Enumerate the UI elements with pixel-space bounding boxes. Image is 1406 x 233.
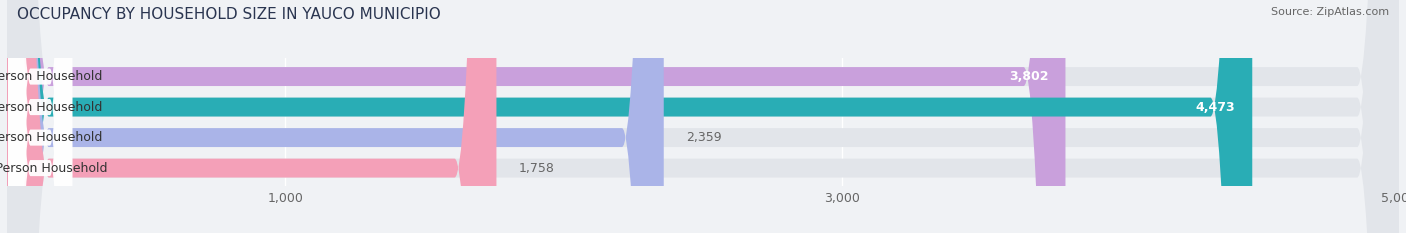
Text: 1,758: 1,758: [519, 162, 554, 175]
Text: 2,359: 2,359: [686, 131, 721, 144]
FancyBboxPatch shape: [7, 0, 1399, 233]
FancyBboxPatch shape: [7, 0, 1399, 233]
FancyBboxPatch shape: [8, 0, 72, 233]
FancyBboxPatch shape: [7, 0, 664, 233]
Text: 3-Person Household: 3-Person Household: [0, 131, 103, 144]
FancyBboxPatch shape: [7, 0, 1066, 233]
FancyBboxPatch shape: [7, 0, 1253, 233]
FancyBboxPatch shape: [7, 0, 1399, 233]
FancyBboxPatch shape: [7, 0, 496, 233]
Text: Source: ZipAtlas.com: Source: ZipAtlas.com: [1271, 7, 1389, 17]
Text: OCCUPANCY BY HOUSEHOLD SIZE IN YAUCO MUNICIPIO: OCCUPANCY BY HOUSEHOLD SIZE IN YAUCO MUN…: [17, 7, 440, 22]
Text: 4,473: 4,473: [1197, 101, 1236, 113]
FancyBboxPatch shape: [8, 0, 72, 233]
Text: 1-Person Household: 1-Person Household: [0, 70, 103, 83]
FancyBboxPatch shape: [7, 0, 1399, 233]
Text: 4+ Person Household: 4+ Person Household: [0, 162, 107, 175]
Text: 2-Person Household: 2-Person Household: [0, 101, 103, 113]
Text: 3,802: 3,802: [1010, 70, 1049, 83]
FancyBboxPatch shape: [8, 0, 72, 233]
FancyBboxPatch shape: [8, 0, 72, 233]
